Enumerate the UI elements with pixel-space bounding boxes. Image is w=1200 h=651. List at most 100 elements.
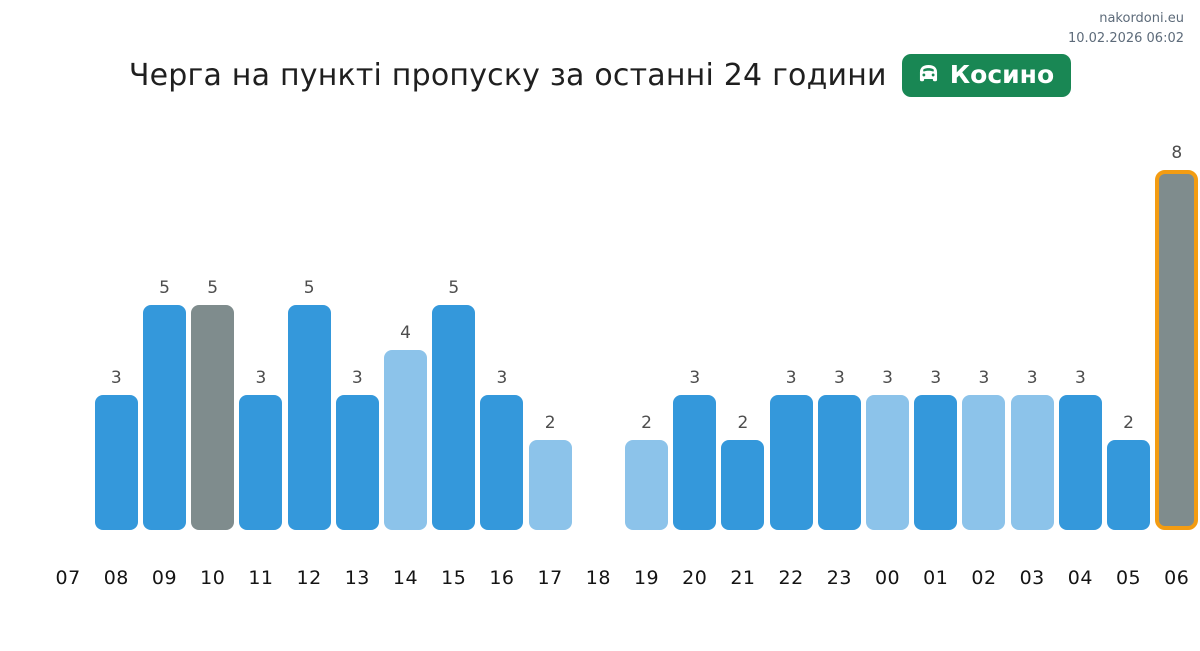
bar-value-label-01: 3 (930, 368, 942, 388)
title-row: Черга на пункті пропуску за останні 24 г… (0, 54, 1200, 97)
bar-value-label-16: 3 (496, 368, 508, 388)
x-axis-label-02: 02 (971, 567, 997, 589)
bar-21[interactable] (721, 440, 765, 530)
bar-05[interactable] (1107, 440, 1151, 530)
bar-16[interactable] (480, 395, 524, 530)
bar-15[interactable] (432, 305, 476, 530)
bar-value-label-13: 3 (351, 368, 363, 388)
bar-value-label-19: 2 (641, 413, 652, 433)
bar-slot-06: 8 (1153, 140, 1200, 530)
bar-slot-05: 2 (1104, 140, 1152, 530)
bar-17[interactable] (528, 440, 572, 530)
bar-value-label-21: 2 (737, 413, 749, 433)
x-axis-label-10: 10 (200, 567, 226, 589)
bar-value-label-12: 5 (303, 278, 315, 298)
bar-slot-13: 3 (333, 140, 381, 530)
x-axis-labels: 07 08 09 10 11 12 13 14 15 16 17 18 19 20 21 22 23 00 01 02… (44, 567, 1200, 589)
x-axis-label-11: 11 (248, 567, 274, 589)
bar-value-label-23: 3 (833, 368, 845, 388)
x-axis-label-23: 23 (826, 567, 852, 589)
bar-value-label-00: 3 (882, 368, 893, 388)
x-axis-label-07: 07 (55, 567, 81, 589)
bar-value-label-15: 5 (448, 278, 460, 298)
x-axis-label-00: 00 (874, 567, 901, 589)
bar-value-label-10: 5 (207, 278, 219, 298)
bar-value-label-06: 8 (1171, 143, 1183, 163)
bar-04[interactable] (1058, 395, 1102, 530)
bar-value-label-03: 3 (1026, 368, 1038, 388)
bar-slot-03: 3 (1008, 140, 1056, 530)
bar-slot-00: 3 (863, 140, 911, 530)
bar-20[interactable] (673, 395, 717, 530)
bar-slot-01: 3 (912, 140, 960, 530)
bar-slot-11: 3 (237, 140, 285, 530)
bar-00[interactable] (866, 395, 910, 530)
x-axis-label-18: 18 (585, 567, 611, 589)
bar-slot-10: 5 (189, 140, 237, 530)
bar-value-label-22: 3 (785, 368, 797, 388)
site-name: nakordoni.eu (1099, 11, 1184, 26)
bar-01[interactable] (914, 395, 958, 530)
site-header: nakordoni.eu 10.02.2026 06:02 (1068, 9, 1184, 49)
checkpoint-badge[interactable]: Косино (901, 54, 1072, 97)
bar-19[interactable] (625, 440, 669, 530)
bar-value-label-04: 3 (1074, 368, 1086, 388)
bar-23[interactable] (817, 395, 861, 530)
bar-current-06[interactable] (1155, 170, 1199, 530)
bar-slot-09: 5 (140, 140, 188, 530)
x-axis-label-08: 08 (103, 567, 129, 589)
x-axis-label-03: 03 (1019, 567, 1045, 589)
x-axis-label-04: 04 (1067, 567, 1093, 589)
bar-09[interactable] (143, 305, 186, 530)
bar-value-label-05: 2 (1123, 413, 1134, 433)
bar-12[interactable] (287, 305, 331, 530)
bar-11[interactable] (239, 395, 283, 530)
x-axis-label-01: 01 (923, 567, 949, 589)
x-axis-label-19: 19 (633, 567, 660, 589)
x-axis-label-22: 22 (778, 567, 804, 589)
x-axis-label-15: 15 (441, 567, 467, 589)
bar-value-label-09: 5 (159, 278, 170, 298)
x-axis-label-12: 12 (296, 567, 322, 589)
x-axis-label-05: 05 (1115, 567, 1142, 589)
bar-13[interactable] (335, 395, 379, 530)
bar-08[interactable] (94, 395, 138, 530)
bar-value-label-14: 4 (400, 323, 411, 343)
x-axis-label-17: 17 (537, 567, 563, 589)
bar-value-label-20: 3 (689, 368, 701, 388)
bar-slot-16: 3 (478, 140, 526, 530)
bar-slot-22: 3 (767, 140, 815, 530)
x-axis-label-06: 06 (1164, 567, 1190, 589)
bar-slot-04: 3 (1056, 140, 1104, 530)
bar-slot-18 (574, 140, 622, 530)
bar-value-label-17: 2 (544, 413, 556, 433)
bar-14[interactable] (384, 350, 428, 530)
bar-slot-21: 2 (719, 140, 767, 530)
bar-slot-20: 3 (671, 140, 719, 530)
checkpoint-badge-label: Косино (949, 60, 1055, 89)
bar-03[interactable] (1010, 395, 1054, 530)
x-axis-label-21: 21 (730, 567, 756, 589)
report-timestamp: 10.02.2026 06:02 (1067, 31, 1184, 47)
bar-slot-02: 3 (960, 140, 1008, 530)
bar-slot-07 (44, 140, 92, 530)
bar-slot-23: 3 (815, 140, 863, 530)
bar-value-label-08: 3 (110, 368, 122, 388)
x-axis-label-20: 20 (682, 567, 708, 589)
bar-22[interactable] (769, 395, 813, 530)
bar-slot-15: 5 (430, 140, 478, 530)
bar-chart: 3 5 5 3 5 3 4 5 3 2 2 3 2 3 3 3 3 3 3 3 2 8 (44, 140, 1200, 530)
bar-slot-14: 4 (381, 140, 429, 530)
x-axis-label-16: 16 (489, 567, 515, 589)
bar-02[interactable] (962, 395, 1006, 530)
x-axis-label-14: 14 (392, 567, 419, 589)
page-title: Черга на пункті пропуску за останні 24 г… (128, 57, 887, 93)
bar-slot-12: 5 (285, 140, 333, 530)
car-front-icon (915, 61, 942, 88)
bar-10[interactable] (191, 305, 235, 530)
x-axis-label-13: 13 (344, 567, 370, 589)
bar-value-label-02: 3 (978, 368, 990, 388)
bar-slot-08: 3 (92, 140, 140, 530)
x-axis-label-09: 09 (151, 567, 178, 589)
